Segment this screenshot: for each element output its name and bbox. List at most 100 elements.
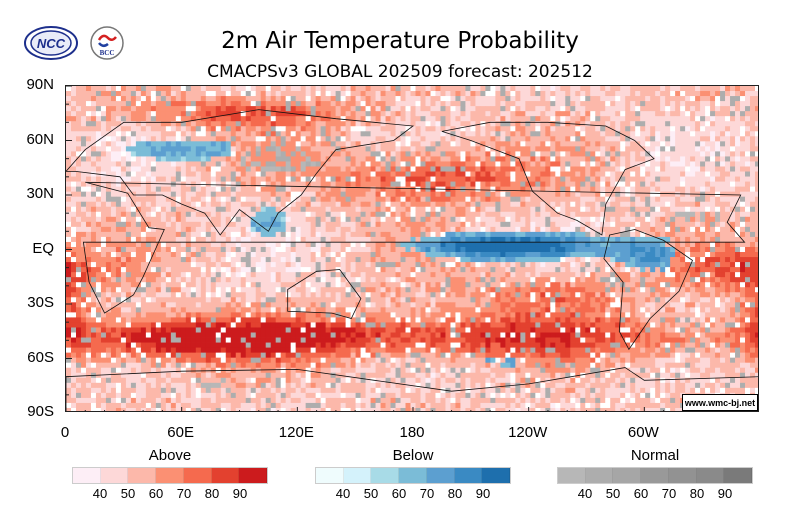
map-cell [615,131,621,137]
map-cell [205,126,212,132]
map-cell [325,176,332,182]
map-cell [585,191,591,198]
map-cell [130,262,137,268]
map-cell [525,166,531,172]
map-cell [130,101,137,107]
map-cell [120,96,127,102]
map-cell [315,176,322,182]
map-cell [480,146,486,152]
map-cell [145,161,152,167]
map-cell [275,86,282,92]
map-cell [195,111,202,117]
map-cell [465,86,471,92]
map-cell [350,171,356,177]
map-cell [740,186,746,193]
map-cell [565,201,571,208]
map-cell [80,136,87,142]
map-cell [190,171,197,177]
map-cell [185,96,192,102]
map-cell [615,252,621,258]
map-cell [630,236,636,243]
map-cell [690,257,696,263]
map-cell [90,257,97,263]
map-cell [235,221,242,228]
map-cell [430,196,436,203]
map-cell [705,257,711,263]
map-cell [280,176,287,182]
map-cell [605,101,611,107]
map-cell [715,161,721,167]
map-cell [320,166,327,172]
map-cell [575,231,581,238]
map-cell [625,211,631,218]
map-cell [300,252,307,258]
map-cell [415,186,421,193]
map-cell [150,136,157,142]
map-cell [420,216,426,223]
map-cell [370,246,376,253]
map-cell [175,96,182,102]
map-cell [740,106,746,112]
map-cell [495,252,501,258]
map-cell [675,201,681,208]
map-cell [330,116,337,122]
map-cell [320,196,327,203]
map-cell [135,141,142,147]
map-cell [695,106,701,112]
map-cell [480,186,486,193]
map-cell [105,246,112,253]
map-cell [720,181,726,188]
map-cell [350,136,356,142]
map-cell [600,241,606,248]
map-cell [280,211,287,218]
map-cell [120,126,127,132]
map-cell [320,171,327,177]
map-cell [435,131,441,137]
map-cell [435,136,441,142]
map-cell [155,116,162,122]
map-cell [205,141,212,147]
map-cell [330,262,337,268]
map-cell [210,231,217,238]
map-cell [320,206,327,213]
map-cell [675,196,681,203]
map-cell [185,126,192,132]
map-cell [400,186,406,193]
map-cell [205,101,212,107]
map-cell [640,126,646,132]
map-cell [90,121,97,127]
map-cell [180,156,187,162]
map-cell [610,126,616,132]
map-cell [680,151,686,157]
map-cell [360,252,366,258]
map-cell [630,262,636,268]
map-cell [400,96,406,102]
map-cell [240,231,247,238]
map-cell [455,246,461,253]
map-cell [205,116,212,122]
map-cell [565,176,571,182]
map-cell [190,196,197,203]
map-cell [440,211,446,218]
map-cell [610,241,616,248]
map-cell [370,106,376,112]
map-cell [465,146,471,152]
map-cell [245,96,252,102]
map-cell [730,91,736,97]
map-cell [295,201,302,208]
map-cell [85,141,92,147]
map-cell [140,111,147,117]
map-cell [290,156,297,162]
map-cell [750,176,756,182]
map-cell [360,257,366,263]
map-cell [155,96,162,102]
map-cell [255,101,262,107]
map-cell [735,136,741,142]
map-cell [620,206,626,213]
map-cell [265,126,272,132]
map-cell [630,257,636,263]
map-cell [90,221,97,228]
map-cell [310,236,317,243]
map-cell [190,151,197,157]
map-cell [680,126,686,132]
